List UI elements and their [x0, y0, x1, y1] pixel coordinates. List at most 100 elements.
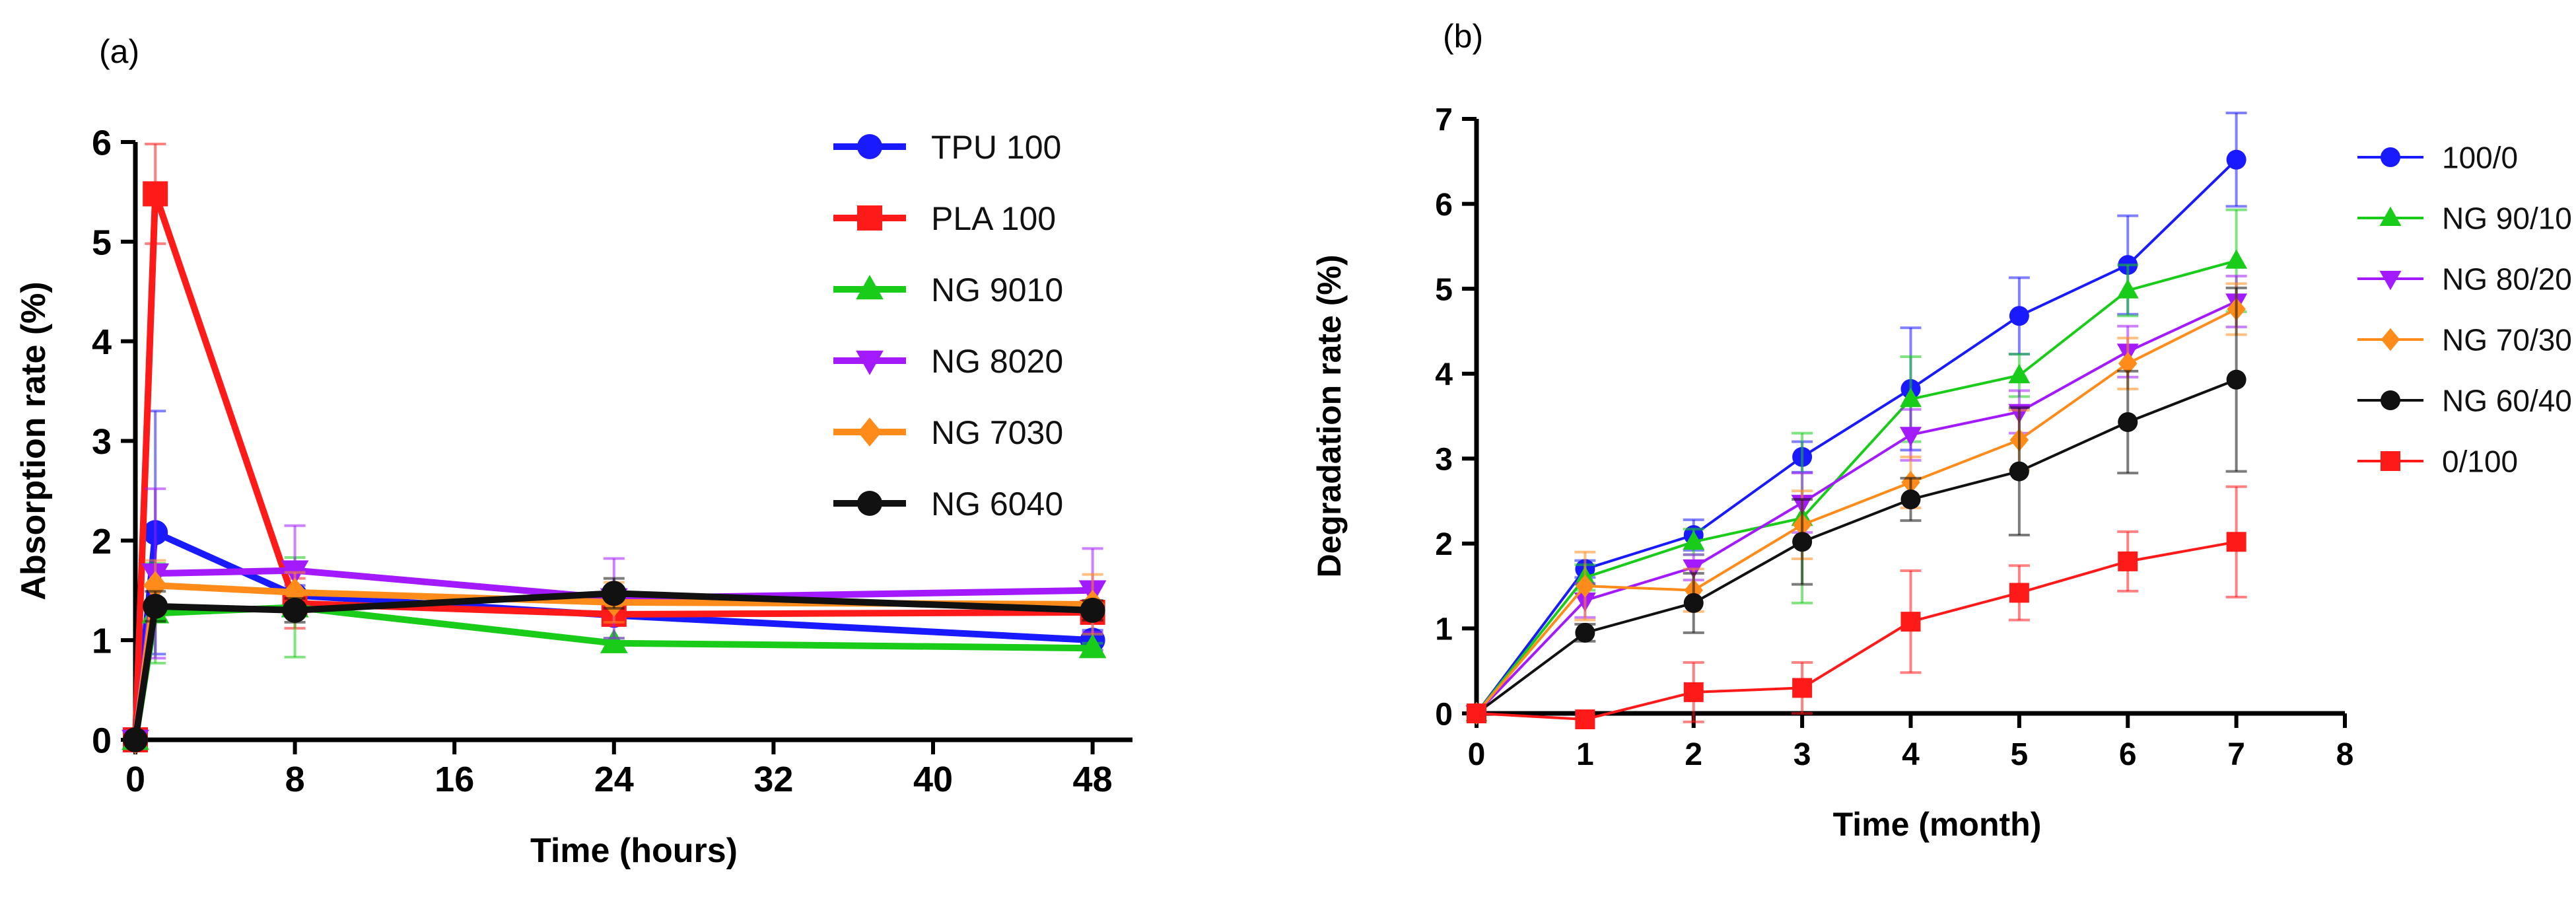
series-line	[1475, 259, 2237, 715]
legend-label: NG 6040	[931, 486, 1063, 523]
y-tick-label: 0	[1435, 697, 1453, 732]
data-point	[1900, 427, 1922, 447]
data-point	[1575, 709, 1595, 729]
y-tick-label: 5	[1435, 272, 1453, 307]
x-tick-label: 3	[1793, 737, 1811, 772]
series-line	[1475, 300, 2237, 715]
series-line	[1476, 540, 2237, 721]
legend-marker	[857, 134, 882, 159]
legend-item-ng-8020: NG 8020	[833, 343, 1063, 380]
legend-marker	[856, 275, 884, 300]
data-point	[1683, 593, 1704, 613]
legend-marker	[857, 491, 882, 516]
panel-a-absorption-chart: (a) 0 8 16 24 32 40 48 0 1 2 3 4 5 6 Time (hours) Absorp…	[15, 33, 1132, 870]
data-point	[2226, 369, 2246, 390]
legend-item-tpu-100: TPU 100	[833, 129, 1061, 166]
data-point	[143, 571, 168, 600]
data-point	[123, 727, 148, 752]
x-tick-label: 5	[2011, 737, 2029, 772]
legend-label: TPU 100	[931, 129, 1061, 166]
data-point	[1576, 574, 1595, 598]
legend-label: 0/100	[2442, 445, 2518, 479]
data-point	[1900, 489, 1921, 509]
legend-marker	[857, 205, 882, 231]
data-point	[2118, 551, 2138, 571]
data-point	[1900, 612, 1921, 632]
x-tick-label: 2	[1685, 737, 1702, 772]
data-point	[2226, 532, 2246, 552]
legend-item-ng-9010: NG 9010	[833, 271, 1063, 308]
legend-label: NG 60/40	[2442, 384, 2572, 418]
legend-label: NG 8020	[931, 343, 1063, 380]
data-point	[1792, 678, 1813, 698]
data-point	[1467, 703, 1486, 723]
legend-label: NG 80/20	[2442, 262, 2572, 297]
data-point	[2118, 412, 2138, 432]
series-line	[1475, 308, 2237, 715]
y-tick-label: 6	[1435, 188, 1453, 223]
x-tick-label: 8	[2336, 737, 2354, 772]
y-tick-label: 2	[1435, 527, 1453, 562]
legend-label: NG 90/10	[2442, 201, 2572, 236]
x-tick-label: 24	[594, 760, 634, 799]
data-point	[2008, 364, 2031, 384]
legend-marker	[2381, 147, 2400, 167]
series-ng-6040	[123, 577, 1105, 752]
legend-label: PLA 100	[931, 200, 1056, 237]
data-point	[1575, 622, 1595, 643]
data-point	[1683, 682, 1704, 702]
x-axis-title: Time (month)	[1833, 806, 2042, 843]
y-tick-label: 3	[92, 422, 112, 462]
x-tick-label: 16	[435, 760, 474, 799]
data-point	[1683, 530, 1705, 550]
legend-marker	[2381, 451, 2400, 471]
legend-marker	[2381, 390, 2400, 410]
y-axis-title: Absorption rate (%)	[15, 281, 53, 600]
x-tick-label: 0	[1468, 737, 1486, 772]
series-ng-80-20	[1465, 274, 2248, 725]
data-point	[143, 181, 168, 207]
legend-item-ng-60-40: NG 60/40	[2357, 384, 2572, 418]
series-line	[1475, 159, 2238, 715]
panel-label: (a)	[99, 33, 139, 70]
y-tick-label: 3	[1435, 443, 1453, 478]
series-ng-60-40	[1467, 286, 2247, 723]
series-0-100	[1467, 485, 2247, 729]
y-tick-label: 7	[1435, 102, 1453, 137]
data-point	[2116, 279, 2139, 299]
legend-label: NG 7030	[931, 414, 1063, 451]
legend-marker	[857, 417, 882, 447]
y-tick-label: 4	[92, 322, 112, 362]
data-point	[2118, 352, 2138, 375]
x-axis-title: Time (hours)	[530, 832, 738, 870]
y-axis-title: Degradation rate (%)	[1311, 255, 1348, 578]
data-point	[1900, 388, 1922, 408]
x-tick-label: 1	[1576, 737, 1594, 772]
legend-item-ng-7030: NG 7030	[833, 414, 1063, 451]
data-point	[1078, 633, 1107, 659]
legend-marker	[2381, 328, 2400, 351]
y-tick-label: 5	[92, 223, 112, 262]
data-point	[2009, 306, 2029, 326]
data-point	[282, 597, 308, 623]
data-point	[2009, 583, 2029, 603]
y-tick-label: 1	[1435, 612, 1453, 647]
legend-marker	[2379, 206, 2402, 226]
series-line	[1475, 378, 2237, 715]
y-tick-label: 1	[92, 622, 112, 661]
legend-item-ng-70-30: NG 70/30	[2357, 323, 2572, 357]
x-tick-label: 7	[2227, 737, 2245, 772]
x-tick-label: 40	[913, 760, 953, 799]
panel-b-degradation-chart: (b) 0 1 2 3 4 5 6 7 8 0 1 2 3 4 5 6 7 Time (month) Degradat…	[1311, 18, 2572, 843]
data-point	[601, 581, 627, 606]
legend-marker	[2379, 271, 2402, 291]
legend-item-pla-100: PLA 100	[833, 200, 1056, 237]
legend-label: NG 9010	[931, 271, 1063, 308]
data-point	[1080, 597, 1105, 623]
panel-label: (b)	[1443, 18, 1483, 55]
legend-marker	[856, 350, 884, 375]
legend-item-100-0: 100/0	[2357, 141, 2518, 175]
x-tick-label: 48	[1073, 760, 1113, 799]
legend-item-ng-80-20: NG 80/20	[2357, 262, 2572, 297]
